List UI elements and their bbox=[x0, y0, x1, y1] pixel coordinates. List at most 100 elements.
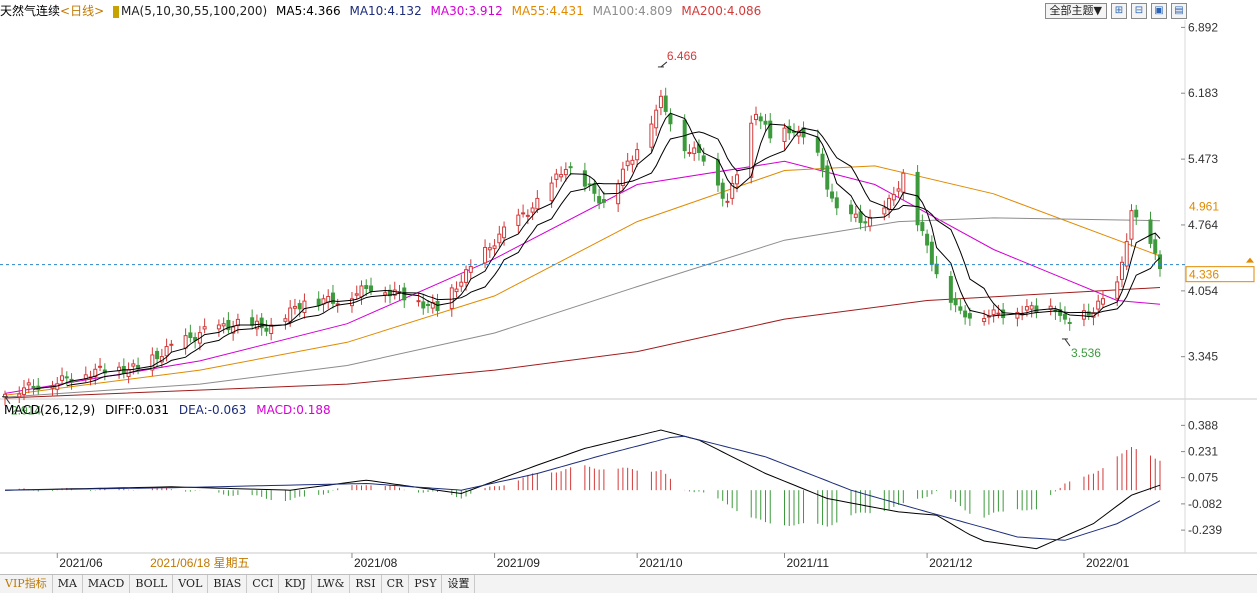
zoom-out-icon[interactable]: ⊟ bbox=[1131, 3, 1147, 19]
panel-icon[interactable]: ▤ bbox=[1171, 3, 1187, 19]
candle-up bbox=[730, 182, 735, 199]
candle-down bbox=[1134, 209, 1139, 218]
candle-up bbox=[468, 266, 473, 273]
time-tick-label: 2021/12 bbox=[929, 556, 973, 570]
candle-down bbox=[193, 336, 198, 341]
tab-cr[interactable]: CR bbox=[382, 575, 410, 593]
tab-lwr[interactable]: LW& bbox=[312, 575, 351, 593]
candle-up bbox=[991, 309, 996, 315]
candle-down bbox=[663, 95, 668, 112]
time-tick-label: 2021/10 bbox=[639, 556, 683, 570]
tab-vip[interactable]: VIP指标 bbox=[0, 575, 53, 593]
theme-dropdown[interactable]: 全部主题▼ bbox=[1044, 3, 1107, 19]
ma200-line bbox=[4, 287, 1161, 399]
symbol-title: 天然气连续 bbox=[0, 4, 61, 18]
candle-up bbox=[202, 326, 207, 330]
candle-down bbox=[953, 298, 958, 306]
price-tick-label: 3.345 bbox=[1188, 350, 1218, 364]
candle-down bbox=[155, 350, 160, 360]
tab-settings[interactable]: 设置 bbox=[442, 575, 476, 593]
price-marker-icon bbox=[1246, 257, 1254, 263]
tab-ma[interactable]: MA bbox=[53, 575, 83, 593]
candle-down bbox=[763, 120, 768, 125]
candle-up bbox=[692, 147, 697, 155]
candle-down bbox=[720, 182, 725, 199]
macd-header: MACD(26,12,9) DIFF:0.031 DEA:-0.063 MACD… bbox=[4, 403, 337, 417]
chart-header: 天然气连续<日线> MA(5,10,30,55,100,200) MA5:4.3… bbox=[0, 3, 766, 19]
candle-down bbox=[925, 233, 930, 246]
candle-down bbox=[1148, 219, 1153, 244]
tab-macd[interactable]: MACD bbox=[83, 575, 131, 593]
tab-rsi[interactable]: RSI bbox=[350, 575, 382, 593]
candle-up bbox=[17, 393, 22, 398]
tab-vol[interactable]: VOL bbox=[173, 575, 209, 593]
layout-icon[interactable]: ▣ bbox=[1151, 3, 1167, 19]
candle-up bbox=[430, 301, 435, 309]
candle-up bbox=[502, 226, 507, 239]
candle-down bbox=[701, 155, 706, 162]
time-tick-label: 2021/11 bbox=[787, 556, 830, 570]
candle-down bbox=[820, 153, 825, 171]
candle-down bbox=[1034, 305, 1039, 313]
tab-kdj[interactable]: KDJ bbox=[279, 575, 312, 593]
candle-down bbox=[768, 120, 773, 139]
candle-up bbox=[292, 305, 297, 309]
candle-down bbox=[830, 191, 835, 199]
ma30-value: MA30:3.912 bbox=[430, 4, 503, 18]
candle-up bbox=[749, 122, 754, 178]
candle-up bbox=[359, 285, 364, 298]
candle-down bbox=[364, 285, 369, 289]
price-tick-label: 6.183 bbox=[1188, 86, 1218, 100]
candle-up bbox=[563, 168, 568, 176]
high-label: 6.466 bbox=[667, 49, 697, 63]
ma55-value: MA55:4.431 bbox=[511, 4, 584, 18]
candle-up bbox=[449, 287, 454, 309]
candle-down bbox=[934, 263, 939, 275]
candle-down bbox=[250, 317, 255, 326]
tab-psy[interactable]: PSY bbox=[409, 575, 443, 593]
extreme-pointer bbox=[4, 396, 11, 404]
price-tick-label: 6.892 bbox=[1188, 20, 1218, 34]
candle-up bbox=[725, 200, 730, 203]
candle-down bbox=[435, 300, 440, 311]
candle-down bbox=[1067, 321, 1072, 324]
candle-down bbox=[587, 183, 592, 186]
diff-line bbox=[4, 429, 1161, 550]
period-label[interactable]: <日线> bbox=[60, 4, 105, 18]
candle-up bbox=[93, 368, 98, 378]
macd-tick-label: 0.388 bbox=[1188, 418, 1218, 432]
candle-down bbox=[758, 116, 763, 122]
candle-down bbox=[958, 306, 963, 311]
time-tick-label: 2021/08 bbox=[354, 556, 398, 570]
zoom-in-icon[interactable]: ⊞ bbox=[1111, 3, 1127, 19]
macd-name: MACD(26,12,9) bbox=[4, 403, 96, 417]
candle-up bbox=[150, 354, 155, 371]
ma100-value: MA100:4.809 bbox=[592, 4, 673, 18]
tab-boll[interactable]: BOLL bbox=[130, 575, 174, 593]
candle-down bbox=[297, 303, 302, 310]
candle-up bbox=[26, 382, 31, 386]
candle-up bbox=[98, 365, 103, 368]
price-tick-label: 4.764 bbox=[1188, 218, 1218, 232]
last-ma-label: 4.961 bbox=[1189, 200, 1219, 214]
candle-down bbox=[582, 170, 587, 187]
dea-line bbox=[4, 435, 1161, 541]
candle-down bbox=[849, 204, 854, 215]
candle-up bbox=[982, 318, 987, 323]
candle-up bbox=[554, 173, 559, 180]
candle-down bbox=[64, 376, 69, 379]
candle-up bbox=[887, 197, 892, 211]
candle-up bbox=[497, 233, 502, 244]
candle-up bbox=[630, 159, 635, 165]
candle-up bbox=[454, 288, 459, 293]
tab-cci[interactable]: CCI bbox=[247, 575, 280, 593]
ma100-line bbox=[4, 217, 1161, 398]
candle-down bbox=[825, 165, 830, 190]
candle-down bbox=[592, 183, 597, 194]
ma-icon bbox=[112, 5, 119, 18]
candle-up bbox=[302, 300, 307, 314]
candle-down bbox=[568, 166, 573, 169]
tab-bias[interactable]: BIAS bbox=[208, 575, 248, 593]
candle-up bbox=[658, 95, 663, 109]
